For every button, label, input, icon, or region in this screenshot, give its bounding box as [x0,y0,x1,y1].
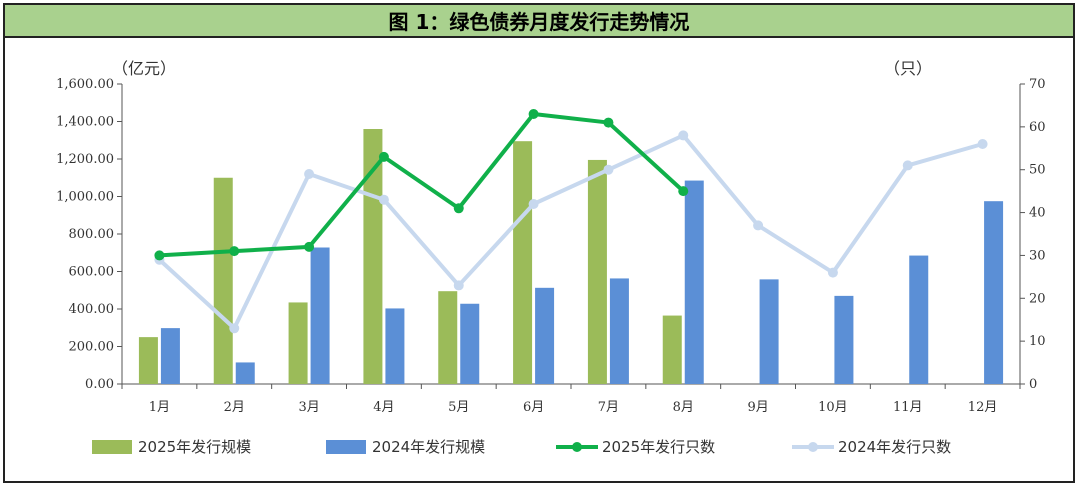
x-tick-label: 3月 [298,400,319,415]
right-tick-label: 40 [1029,206,1046,221]
axes: 0.00 200.00 400.00 600.00 800.00 1,000.00 1,20… [56,77,1045,392]
title-bar: 图 1：绿色债券月度发行走势情况 [5,5,1073,38]
x-tick-label: 2月 [224,400,245,415]
bar-2024 [984,201,1004,384]
x-tick-label: 9月 [747,400,768,415]
legend: 2025年发行规模 2024年发行规模 2025年发行只数 2024年发行只数 [92,438,951,456]
point-2024-count [229,323,240,334]
left-tick-label: 600.00 [69,265,115,280]
bar-2024 [759,279,779,384]
chart-frame: 图 1：绿色债券月度发行走势情况 [3,3,1075,483]
x-tick-label: 5月 [448,400,469,415]
bar-2025 [138,337,158,384]
right-tick-label: 10 [1029,334,1046,349]
left-tick-label: 200.00 [69,340,115,355]
point-2025-count [154,250,165,261]
line-2024-count [158,133,984,331]
point-2024-count [304,169,315,179]
left-tick-label: 400.00 [69,302,115,317]
left-tick-label: 1,000.00 [56,190,114,205]
x-tick-label: 6月 [523,400,544,415]
right-unit-label: （只） [884,59,932,78]
bar-2024 [310,247,330,384]
legend-swatch-bar [92,440,132,454]
point-2024-count [453,280,464,291]
bar-2024 [460,303,480,384]
bar-2024 [609,278,629,384]
left-tick-label: 1,600.00 [56,77,114,92]
x-tick-label: 1月 [149,400,170,415]
bars [138,129,1004,384]
legend-label: 2024年发行只数 [838,438,951,456]
bar-2025 [288,302,308,384]
left-tick-label: 1,200.00 [56,152,114,167]
bar-2025 [662,315,682,384]
right-tick-label: 60 [1029,120,1046,135]
legend-swatch-marker [808,442,818,452]
left-tick-label: 800.00 [69,227,115,242]
bar-2024 [160,328,180,384]
point-2024-count [678,130,689,141]
left-tick-label: 1,400.00 [56,115,114,130]
right-tick-label: 70 [1029,77,1046,92]
bar-2024 [535,287,555,384]
bar-2024 [385,308,405,384]
bar-2025 [438,291,458,384]
point-2024-count [753,220,764,231]
right-tick-label: 50 [1029,163,1046,178]
lines [154,109,988,334]
bar-2024 [235,362,255,384]
point-2024-count [378,194,389,205]
x-tick-label: 10月 [818,400,848,415]
bar-2025 [213,177,233,384]
chart-title: 图 1：绿色债券月度发行走势情况 [388,10,690,34]
left-unit-label: （亿元） [112,59,176,78]
x-tick-label: 4月 [373,400,394,415]
x-tick-label: 8月 [673,400,694,415]
point-2024-count [977,139,988,149]
bar-2025 [513,141,533,384]
legend-swatch-marker [572,442,582,452]
right-tick-label: 30 [1029,248,1046,263]
point-2025-count [453,203,464,214]
point-2025-count [678,186,689,197]
point-2025-count [603,117,614,128]
point-2024-count [528,199,539,209]
x-tick-labels: 1月 2月 3月 4月 5月 6月 7月 8月 9月 10月 11月 12月 [149,400,998,415]
right-tick-label: 0 [1029,377,1037,392]
x-tick-label: 11月 [893,400,923,415]
legend-label: 2025年发行规模 [138,438,251,456]
bar-2024 [834,295,854,384]
legend-label: 2025年发行只数 [602,438,715,456]
bar-2024 [684,180,704,384]
point-2024-count [902,160,913,171]
legend-label: 2024年发行规模 [372,438,485,456]
point-2025-count [229,246,240,257]
legend-swatch-bar [326,440,366,454]
point-2024-count [603,164,614,175]
line-2025-count [159,112,685,258]
bar-2024 [909,255,929,384]
point-2025-count [304,241,315,252]
x-tick-label: 12月 [968,400,998,415]
x-tick-label: 7月 [598,400,619,415]
point-2025-count [378,151,389,162]
point-2024-count [827,267,838,278]
point-2025-count [528,109,539,119]
bar-2025 [587,159,607,384]
right-tick-label: 20 [1029,291,1046,306]
left-tick-label: 0.00 [85,377,114,392]
